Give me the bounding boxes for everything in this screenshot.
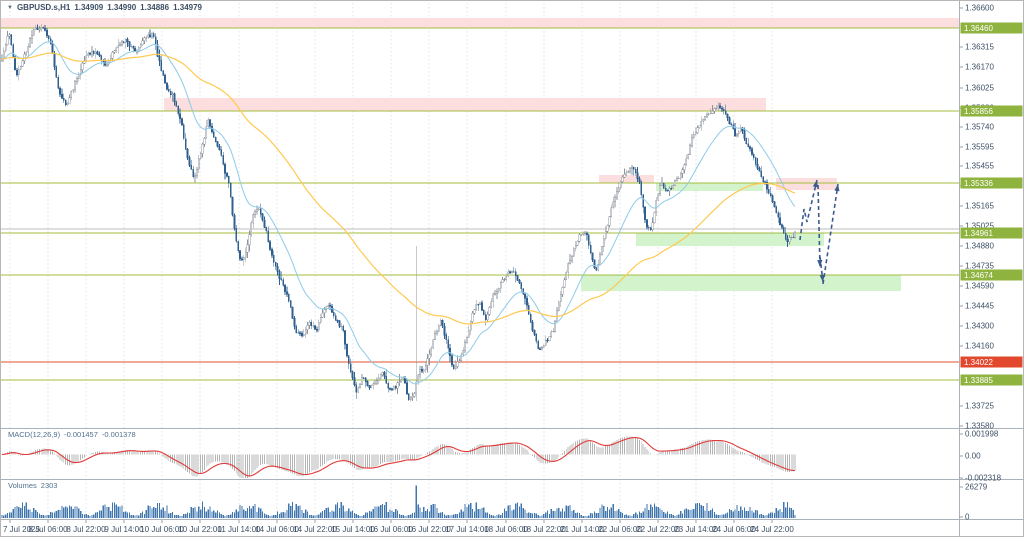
ohlc-high-value: 1.34990 [107, 3, 137, 12]
collapse-triangle-icon[interactable]: ▼ [7, 5, 13, 11]
macd-histogram [3, 436, 796, 478]
svg-text:0.001998: 0.001998 [965, 430, 999, 439]
svg-text:1.34735: 1.34735 [965, 262, 994, 271]
svg-text:14 Jul 22:00: 14 Jul 22:00 [293, 525, 337, 534]
volumes-indicator-label: Volumes 2303 [8, 481, 57, 490]
svg-text:22 Jul 22:00: 22 Jul 22:00 [636, 525, 680, 534]
level-lines[interactable] [1, 27, 959, 381]
grid-lines [9, 3, 773, 519]
svg-text:0: 0 [965, 513, 970, 522]
svg-text:7 Jul 2025: 7 Jul 2025 [3, 525, 40, 534]
svg-text:1.36025: 1.36025 [965, 84, 994, 93]
svg-text:1.34961: 1.34961 [964, 229, 993, 238]
svg-text:1.36315: 1.36315 [965, 43, 994, 52]
svg-text:1.35025: 1.35025 [965, 222, 994, 231]
volume-bars [1, 485, 796, 518]
svg-text:21 Jul 14:00: 21 Jul 14:00 [560, 525, 604, 534]
svg-text:1.33580: 1.33580 [965, 422, 994, 431]
svg-text:14 Jul 06:00: 14 Jul 06:00 [255, 525, 299, 534]
svg-text:1.36600: 1.36600 [965, 4, 994, 13]
candlestick-series [1, 24, 796, 402]
svg-text:-0.002318: -0.002318 [965, 474, 1002, 483]
svg-text:8 Jul 22:00: 8 Jul 22:00 [66, 525, 106, 534]
svg-text:0.00: 0.00 [965, 452, 981, 461]
volumes-name: Volumes [8, 481, 37, 490]
chart-header: ▼ GBPUSD.s,H1 1.34909 1.34990 1.34886 1.34979 [7, 3, 202, 12]
svg-text:9 Jul 14:00: 9 Jul 14:00 [104, 525, 144, 534]
price-axis[interactable]: 1.366001.363151.361701.360251.358801.357… [959, 4, 1023, 522]
ohlc-open-value: 1.34909 [74, 3, 104, 12]
svg-text:15 Jul 14:00: 15 Jul 14:00 [331, 525, 375, 534]
svg-text:26279: 26279 [965, 483, 988, 492]
ma-fast-line [1, 41, 796, 385]
svg-text:1.34160: 1.34160 [965, 342, 994, 351]
svg-text:17 Jul 14:00: 17 Jul 14:00 [445, 525, 489, 534]
macd-main-value: -0.001457 [64, 430, 98, 439]
svg-text:1.34880: 1.34880 [965, 242, 994, 251]
forecast-arrows[interactable] [799, 179, 840, 285]
svg-text:16 Jul 06:00: 16 Jul 06:00 [369, 525, 413, 534]
svg-text:24 Jul 06:00: 24 Jul 06:00 [712, 525, 756, 534]
symbol-period-label: GBPUSD.s,H1 [16, 3, 71, 12]
ohlc-close-value: 1.34979 [173, 3, 202, 12]
svg-text:1.35336: 1.35336 [964, 179, 993, 188]
volumes-current-value: 2303 [40, 481, 58, 490]
svg-text:1.35455: 1.35455 [965, 162, 994, 171]
macd-name: MACD(12,26,9) [8, 430, 61, 439]
svg-text:1.34674: 1.34674 [964, 271, 993, 280]
svg-text:1.34445: 1.34445 [965, 302, 994, 311]
svg-text:1.35856: 1.35856 [964, 107, 993, 116]
ohlc-low-value: 1.34886 [140, 3, 170, 12]
svg-text:8 Jul 06:00: 8 Jul 06:00 [28, 525, 68, 534]
svg-text:1.35165: 1.35165 [965, 202, 994, 211]
svg-text:1.34590: 1.34590 [965, 282, 994, 291]
svg-text:1.33725: 1.33725 [965, 402, 994, 411]
svg-text:1.35740: 1.35740 [965, 123, 994, 132]
svg-text:11 Jul 14:00: 11 Jul 14:00 [218, 525, 262, 534]
svg-text:1.36460: 1.36460 [964, 24, 993, 33]
svg-text:18 Jul 22:00: 18 Jul 22:00 [522, 525, 566, 534]
svg-text:10 Jul 06:00: 10 Jul 06:00 [140, 525, 184, 534]
svg-text:1.34022: 1.34022 [964, 358, 993, 367]
support-resistance-zones [1, 18, 959, 291]
macd-signal-line [1, 437, 796, 477]
ma-slow-line [1, 52, 796, 325]
svg-text:22 Jul 06:00: 22 Jul 06:00 [598, 525, 642, 534]
svg-text:23 Jul 14:00: 23 Jul 14:00 [674, 525, 718, 534]
svg-text:1.34300: 1.34300 [965, 322, 994, 331]
svg-text:18 Jul 06:00: 18 Jul 06:00 [484, 525, 528, 534]
macd-signal-value: -0.001378 [101, 430, 136, 439]
svg-text:1.33885: 1.33885 [964, 376, 993, 385]
macd-indicator-label: MACD(12,26,9) -0.001457 -0.001378 [8, 430, 136, 439]
svg-text:10 Jul 22:00: 10 Jul 22:00 [178, 525, 222, 534]
svg-text:16 Jul 22:00: 16 Jul 22:00 [407, 525, 451, 534]
svg-text:24 Jul 22:00: 24 Jul 22:00 [750, 525, 794, 534]
svg-text:1.35595: 1.35595 [965, 143, 994, 152]
svg-text:1.36170: 1.36170 [965, 63, 994, 72]
